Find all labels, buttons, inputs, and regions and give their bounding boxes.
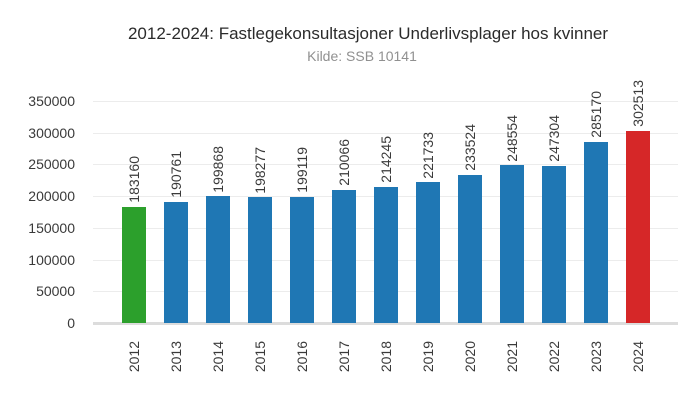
bar-2022 (541, 166, 566, 323)
y-tick-label: 150000 (28, 219, 75, 236)
y-tick-label: 100000 (28, 251, 75, 268)
y-tick-label: 200000 (28, 188, 75, 205)
bar-value-label-2024: 302513 (629, 80, 646, 128)
x-axis-baseline (93, 322, 678, 325)
y-tick-label: 300000 (28, 124, 75, 141)
bar-value-label-2013: 190761 (167, 151, 184, 199)
bar-value-label-2022: 247304 (545, 115, 562, 163)
bar-value-label-2023: 285170 (587, 91, 604, 139)
chart-subtitle: Kilde: SSB 10141 (307, 48, 417, 64)
x-tick-label-2015: 2015 (251, 341, 268, 373)
x-tick-label-2019: 2019 (419, 341, 436, 373)
bar-2016 (289, 196, 314, 323)
bar-value-label-2016: 199119 (293, 147, 310, 193)
bar-2015 (247, 197, 272, 323)
bar-value-label-2015: 198277 (251, 146, 268, 194)
x-tick-label-2018: 2018 (377, 341, 394, 373)
gridline (93, 101, 678, 102)
x-tick-label-2024: 2024 (629, 341, 646, 373)
x-tick-label-2016: 2016 (293, 341, 310, 373)
bar-value-label-2012: 183160 (125, 156, 142, 203)
bar-2017 (331, 189, 356, 323)
bar-2020 (457, 174, 482, 323)
gridline (93, 132, 678, 134)
bar-2019 (415, 182, 440, 323)
x-tick-label-2014: 2014 (209, 341, 226, 373)
bar-value-label-2020: 233524 (461, 124, 478, 171)
x-tick-label-2013: 2013 (167, 341, 184, 373)
gridline (93, 164, 678, 166)
bar-value-label-2018: 214245 (377, 136, 394, 184)
x-tick-label-2020: 2020 (461, 341, 478, 373)
x-tick-label-2012: 2012 (125, 341, 142, 373)
y-tick-label: 350000 (28, 93, 75, 109)
bar-value-label-2019: 221733 (419, 131, 436, 179)
x-tick-label-2023: 2023 (587, 341, 604, 373)
x-tick-label-2022: 2022 (545, 341, 562, 373)
bar-value-label-2014: 199868 (209, 145, 226, 193)
bar-2021 (499, 165, 524, 323)
bar-2024 (625, 131, 650, 323)
chart-title: 2012-2024: Fastlegekonsultasjoner Underl… (127, 24, 609, 43)
y-tick-label: 250000 (28, 156, 75, 173)
bar-value-label-2017: 210066 (335, 139, 352, 186)
x-tick-label-2021: 2021 (503, 341, 520, 373)
bar-2013 (163, 202, 188, 323)
bar-value-label-2021: 248554 (503, 114, 520, 162)
bar-2014 (205, 196, 230, 323)
bar-2012 (121, 206, 146, 323)
plot-area: 0 50000 100000 150000 200000 250000 300000 3500… (28, 80, 678, 372)
y-tick-label: 0 (67, 315, 75, 331)
y-tick-label: 50000 (36, 283, 75, 300)
bar-2023 (583, 142, 608, 323)
bar-2018 (373, 187, 398, 323)
x-tick-label-2017: 2017 (335, 341, 352, 373)
